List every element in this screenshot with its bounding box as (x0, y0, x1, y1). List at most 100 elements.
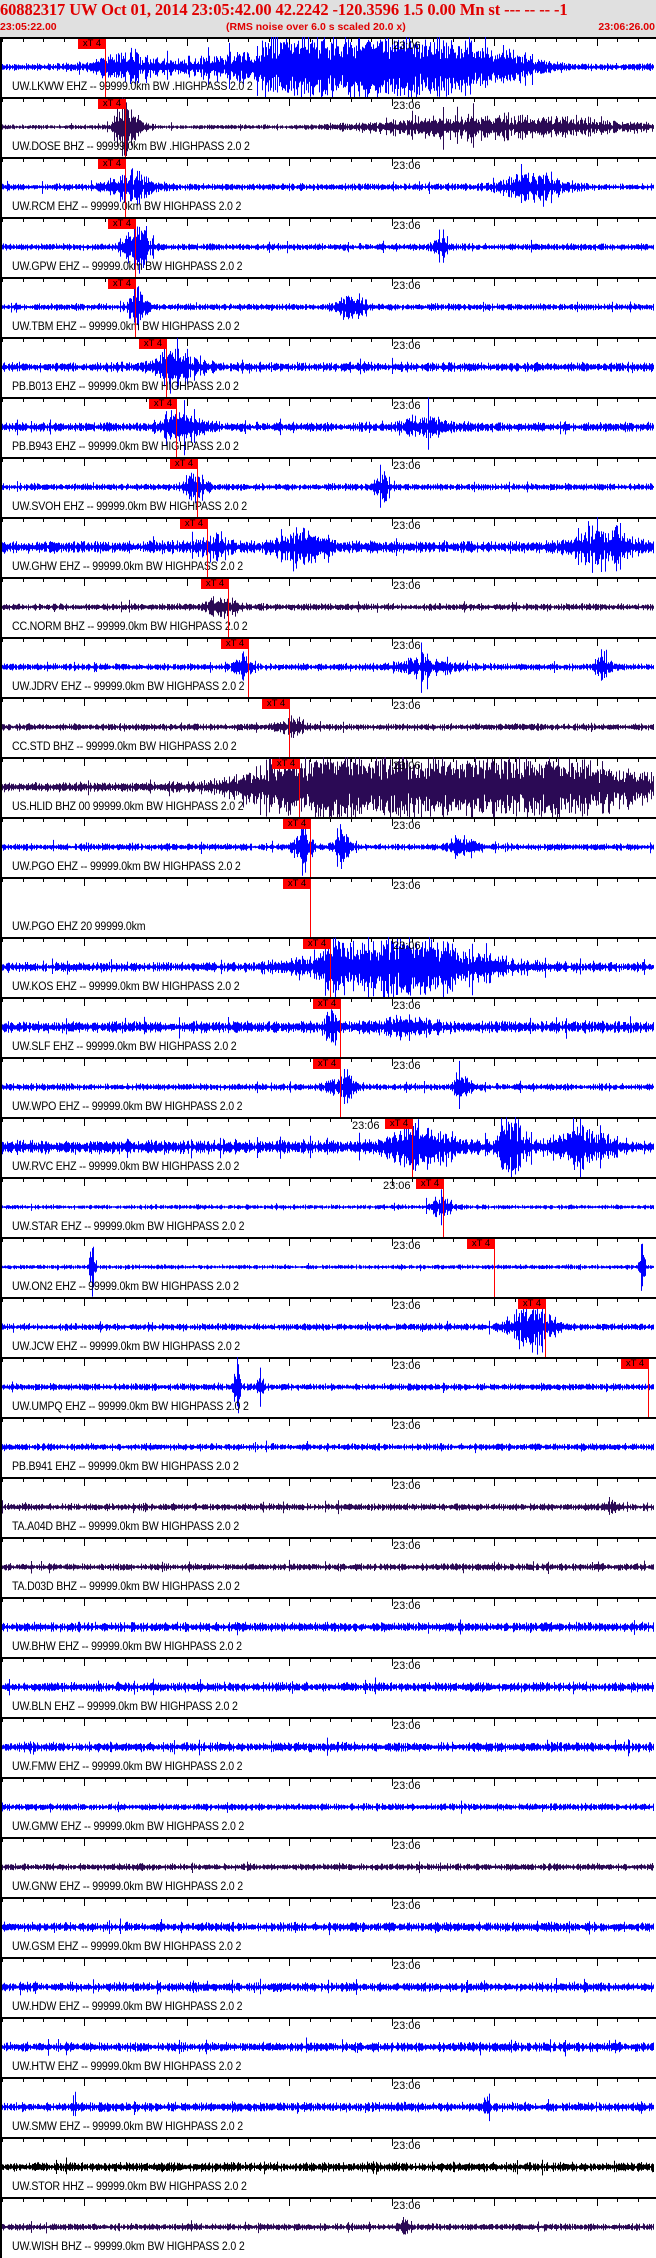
phase-pick-line[interactable] (310, 819, 311, 877)
waveform-trace (2, 1357, 654, 1414)
minute-tick-label: 23:06 (393, 640, 421, 652)
time-ticks (2, 1537, 639, 1546)
waveform-trace (2, 2157, 654, 2176)
waveform-trace (2, 1117, 654, 1177)
trace-canvas (2, 1597, 654, 1636)
minute-tick-label: 23:06 (393, 1660, 421, 1672)
phase-pick-line[interactable] (299, 759, 300, 817)
time-axis-line (2, 1417, 656, 1419)
waveform-trace (2, 1861, 654, 1874)
waveform-trace (2, 397, 654, 456)
phase-pick-line[interactable] (248, 639, 249, 697)
time-axis-line (2, 1357, 656, 1359)
channel-panel: 23:06 UW.SVOH EHZ -- 99999.0km BW HIGHPAS… (2, 457, 656, 517)
time-ticks (2, 1717, 639, 1726)
phase-pick-marker[interactable]: xT 4 (621, 1359, 649, 1369)
waveform-trace (2, 1800, 654, 1814)
phase-pick-marker[interactable]: xT 4 (149, 399, 177, 409)
phase-pick-line[interactable] (176, 399, 177, 457)
phase-pick-line[interactable] (135, 219, 136, 277)
minute-tick-label: 23:06 (393, 1600, 421, 1612)
phase-pick-line[interactable] (443, 1179, 444, 1237)
time-ticks (2, 2077, 639, 2086)
time-axis-line (2, 37, 656, 39)
waveform-trace (2, 715, 654, 738)
phase-pick-marker[interactable]: xT 4 (108, 219, 136, 229)
phase-pick-line[interactable] (289, 699, 290, 757)
channel-panel: 23:06 UW.JCW EHZ -- 99999.0km BW HIGHPASS… (2, 1297, 656, 1357)
channel-panel: 23:06 US.HLID BHZ 00 99999.0km BW HIGHPAS… (2, 757, 656, 817)
time-axis-line (2, 997, 656, 999)
time-axis-line (2, 937, 656, 939)
waveform-trace (2, 222, 654, 274)
phase-pick-marker[interactable]: xT 4 (518, 1299, 546, 1309)
trace-canvas (2, 2137, 654, 2176)
phase-pick-marker[interactable]: xT 4 (313, 999, 341, 1009)
time-axis-line (2, 1237, 656, 1239)
minute-tick-label: 23:06 (393, 700, 421, 712)
phase-pick-marker[interactable]: xT 4 (283, 879, 311, 889)
phase-pick-marker[interactable]: xT 4 (262, 699, 290, 709)
phase-pick-marker[interactable]: xT 4 (139, 339, 167, 349)
phase-pick-marker[interactable]: xT 4 (98, 159, 126, 169)
phase-pick-line[interactable] (228, 579, 229, 637)
channel-label: TA.D03D BHZ -- 99999.0km BW HIGHPASS 2.0… (12, 1581, 240, 1593)
minute-tick-label: 23:06 (393, 1900, 421, 1912)
phase-pick-line[interactable] (330, 939, 331, 997)
phase-pick-line[interactable] (125, 99, 126, 157)
phase-pick-line[interactable] (648, 1359, 649, 1417)
phase-pick-line[interactable] (340, 999, 341, 1057)
trace-canvas (2, 817, 654, 876)
phase-pick-marker[interactable]: xT 4 (283, 819, 311, 829)
time-ticks (2, 937, 639, 946)
phase-pick-marker[interactable]: xT 4 (98, 99, 126, 109)
channel-panel: 23:06 UW.FMW EHZ -- 99999.0km BW HIGHPASS… (2, 1717, 656, 1777)
phase-pick-line[interactable] (125, 159, 126, 217)
time-ticks (2, 877, 639, 886)
phase-pick-line[interactable] (494, 1239, 495, 1297)
phase-pick-marker[interactable]: xT 4 (385, 1119, 413, 1129)
minute-tick-label: 23:06 (393, 100, 421, 112)
phase-pick-marker[interactable]: xT 4 (416, 1179, 444, 1189)
channel-label: UW.GSM EHZ -- 99999.0km BW HIGHPASS 2.0 … (12, 1941, 242, 1953)
time-axis-line (2, 337, 656, 339)
time-axis-line (2, 1057, 656, 1059)
phase-pick-line[interactable] (197, 459, 198, 517)
trace-canvas (2, 1417, 654, 1454)
phase-pick-marker[interactable]: xT 4 (201, 579, 229, 589)
minute-tick-label: 23:06 (383, 1180, 411, 1192)
channel-label: UW.ON2 EHZ -- 99999.0km BW HIGHPASS 2.0 … (12, 1281, 239, 1293)
phase-pick-marker[interactable]: xT 4 (108, 279, 136, 289)
phase-pick-marker[interactable]: xT 4 (467, 1239, 495, 1249)
phase-pick-marker[interactable]: xT 4 (313, 1059, 341, 1069)
phase-pick-marker[interactable]: xT 4 (180, 519, 208, 529)
phase-pick-marker[interactable]: xT 4 (303, 939, 331, 949)
channel-label: PB.B013 EHZ -- 99999.0km BW HIGHPASS 2.0… (12, 381, 239, 393)
phase-pick-marker[interactable]: xT 4 (221, 639, 249, 649)
event-header: 60882317 UW Oct 01, 2014 23:05:42.00 42.… (0, 0, 656, 37)
waveform-trace (2, 1619, 654, 1636)
trace-canvas (2, 397, 654, 456)
waveform-trace (2, 757, 654, 817)
phase-pick-line[interactable] (105, 39, 106, 97)
channel-label: UW.DOSE BHZ -- 99999.0km BW .HIGHPASS 2.… (12, 141, 250, 153)
phase-pick-marker[interactable]: xT 4 (78, 39, 106, 49)
channel-label: UW.RCM EHZ -- 99999.0km BW HIGHPASS 2.0 … (12, 201, 242, 213)
trace-canvas (2, 1657, 654, 1696)
phase-pick-line[interactable] (166, 339, 167, 397)
phase-pick-line[interactable] (340, 1059, 341, 1117)
channel-label: UW.JCW EHZ -- 99999.0km BW HIGHPASS 2.0 … (12, 1341, 241, 1353)
time-axis-line (2, 97, 656, 99)
phase-pick-line[interactable] (412, 1119, 413, 1177)
phase-pick-line[interactable] (135, 279, 136, 337)
phase-pick-marker[interactable]: xT 4 (170, 459, 198, 469)
channel-label: UW.GHW EHZ -- 99999.0km BW HIGHPASS 2.0 … (12, 561, 243, 573)
phase-pick-line[interactable] (310, 879, 311, 937)
phase-pick-line[interactable] (207, 519, 208, 577)
time-axis-line (2, 577, 656, 579)
time-ticks (2, 1657, 639, 1666)
minute-tick-label: 23:06 (393, 1360, 421, 1372)
channel-label: UW.GNW EHZ -- 99999.0km BW HIGHPASS 2.0 … (12, 1881, 243, 1893)
phase-pick-line[interactable] (545, 1299, 546, 1357)
phase-pick-marker[interactable]: xT 4 (272, 759, 300, 769)
